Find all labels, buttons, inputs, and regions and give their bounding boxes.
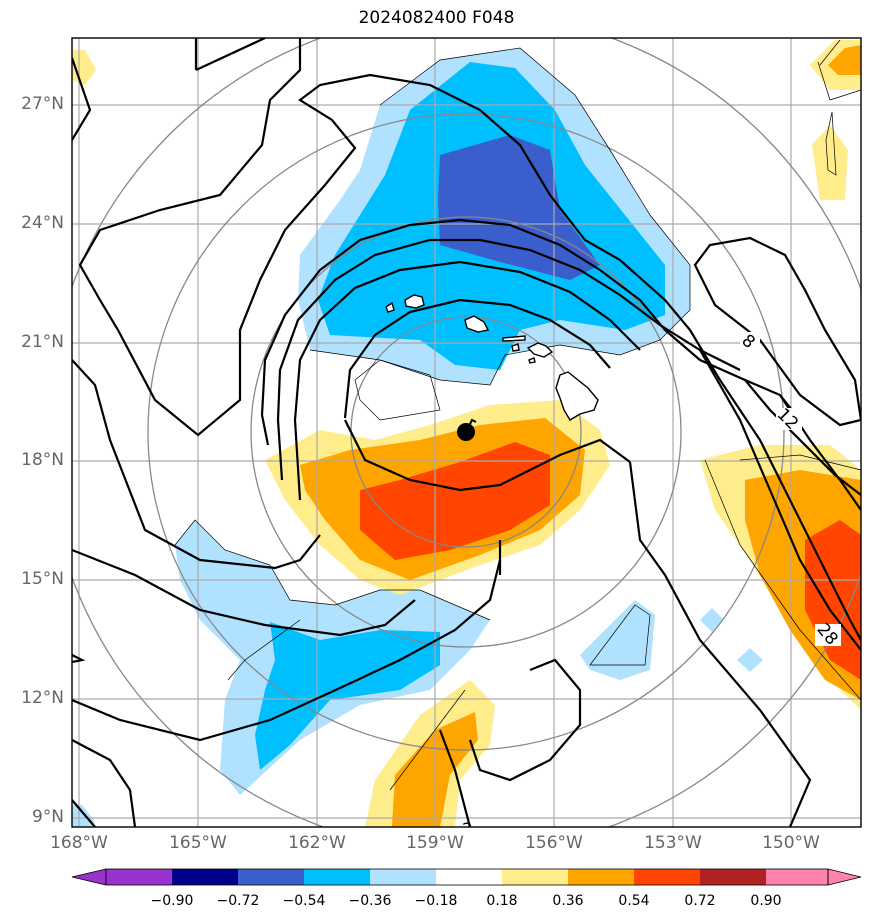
colorbar-tick: 0.18 bbox=[486, 893, 518, 909]
colorbar-bin-9 bbox=[634, 869, 700, 885]
island-kauai bbox=[404, 294, 425, 309]
colorbar-tick: 0.72 bbox=[684, 893, 716, 909]
neg-region-east-weak bbox=[580, 600, 655, 680]
storm-center-marker bbox=[457, 423, 475, 441]
colorbar-bin-2 bbox=[172, 869, 238, 885]
lon-label-153w: 153°W bbox=[644, 833, 702, 853]
plot-title: 2024082400 F048 bbox=[358, 8, 515, 28]
colorbar-tick: −0.90 bbox=[150, 893, 194, 909]
colorbar-bin-1 bbox=[106, 869, 172, 885]
colorbar-tick: 0.90 bbox=[750, 893, 782, 909]
lon-label-150w: 150°W bbox=[762, 833, 820, 853]
island-lanai bbox=[511, 343, 520, 352]
coastlines bbox=[385, 294, 599, 421]
colorbar-bin-3 bbox=[238, 869, 304, 885]
contour-label-2: 2 bbox=[462, 820, 473, 840]
colorbar-bin-11 bbox=[766, 869, 828, 885]
height-contours bbox=[72, 38, 861, 827]
storm-track-mark bbox=[468, 418, 477, 427]
graticule bbox=[72, 38, 861, 827]
colorbar-bin-8 bbox=[568, 869, 634, 885]
colorbar-bin-7 bbox=[502, 869, 568, 885]
lon-label-156w: 156°W bbox=[525, 833, 583, 853]
neg-region-south-mid bbox=[255, 622, 440, 770]
colorbar-tick: −0.18 bbox=[414, 893, 458, 909]
colorbar-extend-low bbox=[71, 868, 107, 886]
colorbar-extend-high bbox=[827, 868, 862, 886]
colorbar-tick: 0.54 bbox=[618, 893, 650, 909]
pos-region-ne-mid bbox=[828, 45, 861, 75]
lon-label-165w: 165°W bbox=[169, 833, 227, 853]
colorbar-bin-4 bbox=[304, 869, 370, 885]
thin-contours bbox=[174, 39, 861, 791]
lon-label-159w: 159°W bbox=[406, 833, 464, 853]
colorbar-bin-5 bbox=[370, 869, 436, 885]
lon-label-162w: 162°W bbox=[288, 833, 346, 853]
island-oahu bbox=[464, 315, 490, 333]
island-niihau bbox=[385, 301, 395, 313]
colorbar-tick: −0.54 bbox=[282, 893, 326, 909]
lon-label-168w: 168°W bbox=[50, 833, 108, 853]
colorbar-tick: −0.72 bbox=[216, 893, 260, 909]
map-frame bbox=[71, 37, 862, 828]
lat-label-21n: 21°N bbox=[21, 332, 64, 352]
island-kahoolawe bbox=[528, 357, 536, 364]
island-hawaii bbox=[555, 371, 599, 421]
lat-label-27n: 27°N bbox=[21, 94, 64, 114]
lat-label-9n: 9°N bbox=[31, 807, 64, 827]
lat-label-15n: 15°N bbox=[21, 569, 64, 589]
neg-region-sw-corner bbox=[72, 805, 94, 827]
neg-region-dot2 bbox=[737, 648, 763, 672]
lat-label-24n: 24°N bbox=[21, 213, 64, 233]
colorbar-bin-6 bbox=[436, 869, 502, 885]
contour-labels: 8 12 28 2 bbox=[462, 331, 842, 840]
island-molokai bbox=[502, 335, 526, 342]
negative-shading bbox=[72, 48, 763, 827]
colorbar-bin-10 bbox=[700, 869, 766, 885]
lat-label-12n: 12°N bbox=[21, 688, 64, 708]
colorbar-tick: 0.36 bbox=[552, 893, 584, 909]
lat-label-18n: 18°N bbox=[21, 450, 64, 470]
island-maui bbox=[526, 342, 554, 358]
colorbar bbox=[71, 868, 862, 886]
colorbar-tick: −0.36 bbox=[348, 893, 392, 909]
pos-region-ne-small bbox=[812, 125, 848, 200]
